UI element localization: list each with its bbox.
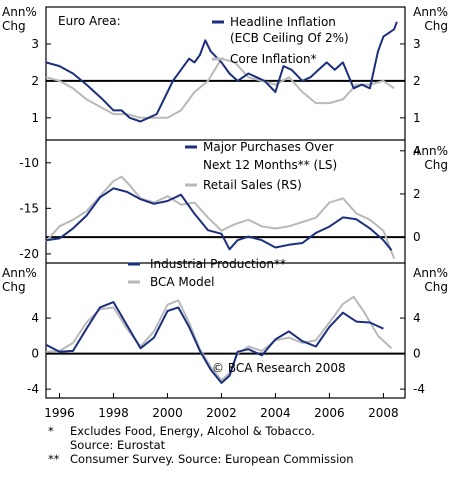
panel1-left-unit: Chg [2,19,26,33]
legend-industrial-production-label: Industrial Production** [150,257,286,271]
legend-bca-model-label: BCA Model [150,275,214,289]
footnote-mark: ** [48,452,60,466]
panel1-title: Euro Area: [58,14,121,28]
x-tick-label: 1998 [98,406,129,420]
series-headline-inflation-line [45,21,398,123]
x-tick-label: 1996 [44,406,75,420]
footnote-text: Source: Eurostat [70,438,166,452]
panel1-tick-label-right: 3 [413,37,421,51]
panel3-tick-label-left: 4 [31,311,39,325]
x-tick-label: 2002 [206,406,237,420]
panel1-right-unit: Ann% [413,5,448,19]
legend-major-purchases-label: Next 12 Months** (LS) [203,158,337,172]
panel2-tick-label-right: 0 [413,230,421,244]
legend-core-inflation-label: Core Inflation* [230,52,317,66]
panel1-tick-label-right: 2 [413,74,421,88]
legend-major-purchases-label: Major Purchases Over [203,140,334,154]
panel3-left-unit: Ann% [2,266,37,280]
panel3-tick-label-right: -4 [413,382,425,396]
series-core-inflation-line [45,57,395,119]
footnote-mark: * [48,424,54,438]
footnote-2: Source: Eurostat [48,438,448,452]
footnote-1: * Excludes Food, Energy, Alcohol & Tobacc… [48,424,448,438]
copyright-annotation: © BCA Research 2008 [212,361,346,375]
footnote-3: ** Consumer Survey. Source: European Comm… [48,452,448,466]
x-tick-label: 2000 [152,406,183,420]
panel3-right-unit: Ann% [413,266,448,280]
footnotes: * Excludes Food, Energy, Alcohol & Tobacc… [48,424,448,466]
panel3-tick-label-right: 0 [413,347,421,361]
x-tick-label: 2008 [368,406,399,420]
panel3-right-unit: Chg [424,280,448,294]
series-bca-model-line [45,295,393,382]
footnote-text: Consumer Survey. Source: European Commis… [70,452,354,466]
footnote-text: Excludes Food, Energy, Alcohol & Tobacco… [70,424,315,438]
plot-frame [45,6,406,399]
x-tick-label: 2006 [314,406,345,420]
panel2-right-unit: Ann% [413,144,448,158]
panel3-tick-label-left: 0 [31,347,39,361]
panel2-right-unit: Chg [424,158,448,172]
panel2-tick-label-left: -10 [19,156,39,170]
panel1-right-unit: Chg [424,19,448,33]
series-major-purchases-line [45,187,393,251]
panel1-tick-label-left: 1 [31,111,39,125]
panel2-tick-label-left: -20 [19,247,39,261]
legend-headline-inflation-label: (ECB Ceiling Of 2%) [230,31,349,45]
panel3-tick-label-right: 4 [413,311,421,325]
panel2-tick-label-left: -15 [19,201,39,215]
legend-retail-sales-label: Retail Sales (RS) [203,178,302,192]
panel2-tick-label-right: 2 [413,187,421,201]
series-retail-sales-line [45,175,396,260]
panel3-left-unit: Chg [2,280,26,294]
x-tick-label: 2004 [260,406,291,420]
panel1-tick-label-right: 1 [413,111,421,125]
panel1-tick-label-left: 3 [31,37,39,51]
panel3-tick-label-left: -4 [27,382,39,396]
legend-headline-inflation-label: Headline Inflation [230,15,336,29]
panel1-left-unit: Ann% [2,5,37,19]
panel2-tick-label-right: 4 [413,144,421,158]
series-industrial-production-line [45,301,384,384]
panel1-tick-label-left: 2 [31,74,39,88]
